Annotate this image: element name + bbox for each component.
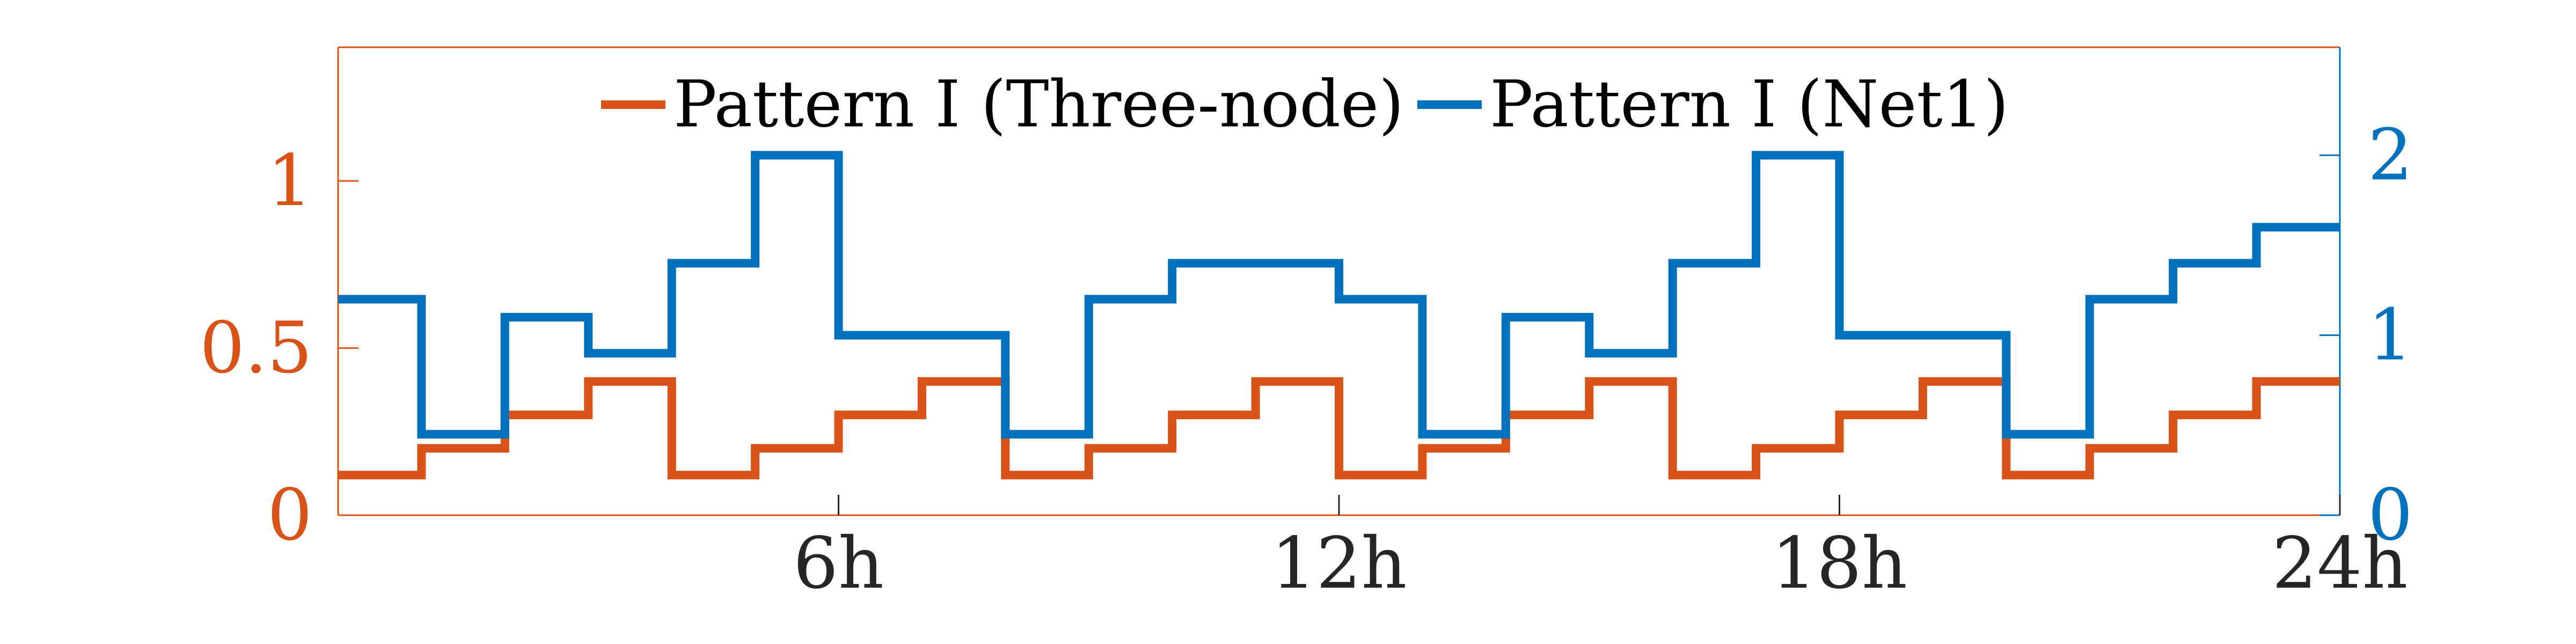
- legend: Pattern I (Three-node) Pattern I (Net1): [601, 68, 2009, 142]
- left-y-tick-label: 0: [267, 474, 312, 557]
- x-tick-label: 12h: [1271, 522, 1407, 605]
- left-y-tick-label: 1: [267, 140, 312, 222]
- axes: [337, 46, 2341, 516]
- legend-label-2: Pattern I (Net1): [1490, 68, 2009, 142]
- left-y-tick-label: 0.5: [200, 307, 312, 390]
- x-tick-label: 18h: [1772, 522, 1907, 605]
- legend-label-1: Pattern I (Three-node): [674, 68, 1404, 142]
- right-y-tick-label: 0: [2368, 474, 2413, 557]
- right-y-tick-label: 2: [2368, 114, 2413, 196]
- x-tick-label: 24h: [2272, 522, 2408, 605]
- series-layer: [338, 151, 2340, 480]
- tick-labels: 0 0.5 1 0 1 2 6h 12h 18h 24h: [200, 114, 2413, 605]
- right-y-tick-label: 1: [2368, 294, 2413, 377]
- x-tick-label: 6h: [793, 522, 884, 605]
- series-line-2: [338, 151, 2340, 439]
- series-line-1: [338, 377, 2340, 480]
